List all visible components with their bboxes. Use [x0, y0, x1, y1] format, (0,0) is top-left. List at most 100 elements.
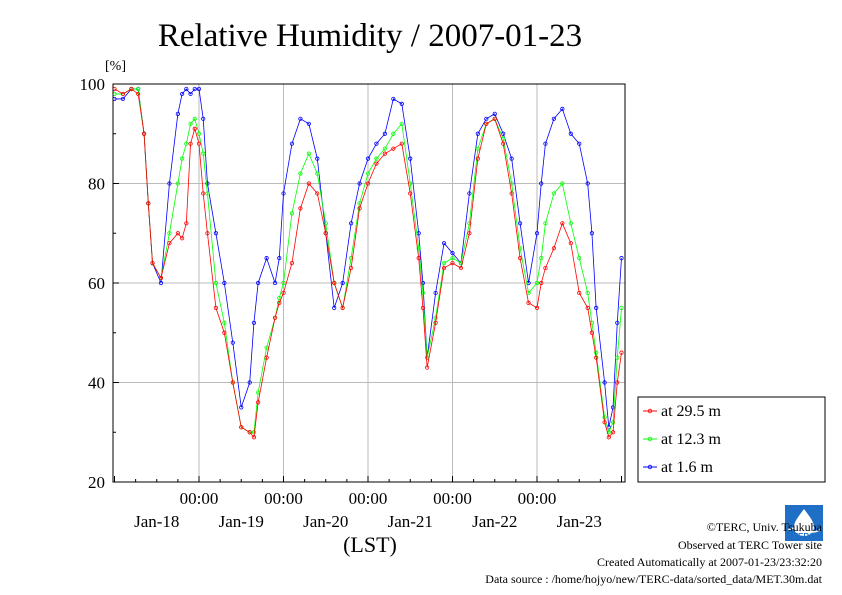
x-date-label: Jan-21	[388, 512, 433, 531]
data-point	[467, 221, 472, 226]
footer-created: Created Automatically at 2007-01-23/23:3…	[597, 555, 822, 569]
data-point	[606, 435, 611, 440]
grid	[113, 83, 625, 483]
chart-title: Relative Humidity / 2007-01-23	[158, 18, 582, 54]
data-point	[365, 156, 371, 161]
data-point	[205, 181, 210, 186]
legend-label: at 1.6 m	[661, 459, 714, 476]
data-point	[585, 305, 590, 310]
footer-copyright: ©TERC, Univ. Tsukuba	[707, 520, 823, 534]
y-tick-labels: 20 40 60 80 100	[80, 75, 106, 492]
data-point	[272, 280, 278, 286]
data-point	[420, 280, 426, 286]
data-point	[441, 265, 447, 271]
data-point	[281, 280, 286, 286]
data-point	[306, 181, 311, 186]
data-point	[188, 141, 193, 146]
data-point	[594, 305, 599, 310]
data-point	[136, 86, 141, 92]
x-axis-label: (LST)	[343, 532, 397, 557]
x-date-label: Jan-23	[557, 512, 602, 531]
data-point	[196, 141, 202, 146]
data-point	[441, 260, 447, 266]
data-point	[192, 116, 197, 121]
data-point	[408, 156, 413, 161]
data-point	[420, 305, 426, 310]
data-point	[141, 131, 147, 136]
data-point	[167, 241, 172, 246]
data-point	[450, 251, 455, 256]
wave-icon	[787, 527, 821, 533]
data-point	[619, 350, 624, 355]
data-point	[175, 111, 180, 116]
data-point	[577, 290, 582, 296]
legend-marker	[647, 464, 653, 470]
data-point	[610, 420, 616, 425]
data-point	[589, 330, 595, 335]
data-point	[281, 290, 286, 296]
data-point	[399, 101, 404, 107]
data-point	[568, 241, 573, 246]
data-point	[357, 206, 362, 211]
legend-box	[637, 396, 826, 483]
data-point	[196, 131, 202, 136]
data-point	[543, 221, 548, 226]
x-date-label: Jan-19	[219, 512, 264, 531]
x-tick-label: 00:00	[433, 489, 472, 508]
data-point	[222, 320, 227, 325]
data-point	[594, 355, 599, 360]
data-point	[526, 300, 531, 305]
data-point	[264, 345, 269, 350]
data-point	[615, 355, 620, 360]
data-point	[180, 91, 185, 97]
plot-frame	[112, 83, 626, 483]
data-point	[602, 420, 607, 425]
series-line	[114, 88, 622, 439]
data-point	[222, 330, 227, 335]
data-point	[315, 156, 320, 161]
y-tick-label: 40	[88, 374, 105, 393]
data-point	[416, 256, 421, 261]
data-point	[509, 156, 514, 161]
x-tick-label: 00:00	[349, 489, 388, 508]
data-point	[158, 275, 164, 281]
data-point	[306, 151, 311, 156]
data-point	[399, 141, 404, 146]
y-axis-label: [%]	[105, 59, 126, 74]
data-point	[594, 350, 599, 355]
data-point	[323, 231, 328, 236]
legend-label: at 29.5 m	[661, 403, 722, 420]
data-point	[382, 146, 387, 151]
data-point	[374, 141, 379, 146]
x-tick-label: 00:00	[180, 489, 219, 508]
data-point	[589, 231, 595, 236]
data-point	[534, 280, 540, 286]
data-point	[175, 181, 180, 186]
data-point	[332, 280, 337, 286]
data-point	[365, 181, 371, 186]
data-point	[256, 280, 261, 286]
data-point	[560, 221, 565, 226]
data-point	[374, 156, 379, 161]
data-point	[239, 405, 244, 410]
data-point	[289, 260, 295, 266]
data-point	[501, 141, 506, 146]
legend-marker	[647, 436, 653, 442]
data-point	[201, 151, 206, 156]
data-point	[175, 231, 180, 236]
y-tick-label: 60	[88, 274, 105, 293]
data-point	[222, 280, 227, 286]
data-point	[188, 91, 193, 97]
data-point	[425, 365, 430, 370]
data-point	[543, 141, 548, 146]
data-point	[517, 256, 523, 261]
data-point	[188, 121, 193, 126]
data-point	[247, 430, 252, 435]
data-point	[146, 201, 151, 206]
data-point	[315, 171, 320, 176]
data-point	[433, 290, 438, 296]
data-point	[315, 191, 320, 196]
data-point	[509, 191, 514, 196]
data-point	[158, 280, 164, 286]
